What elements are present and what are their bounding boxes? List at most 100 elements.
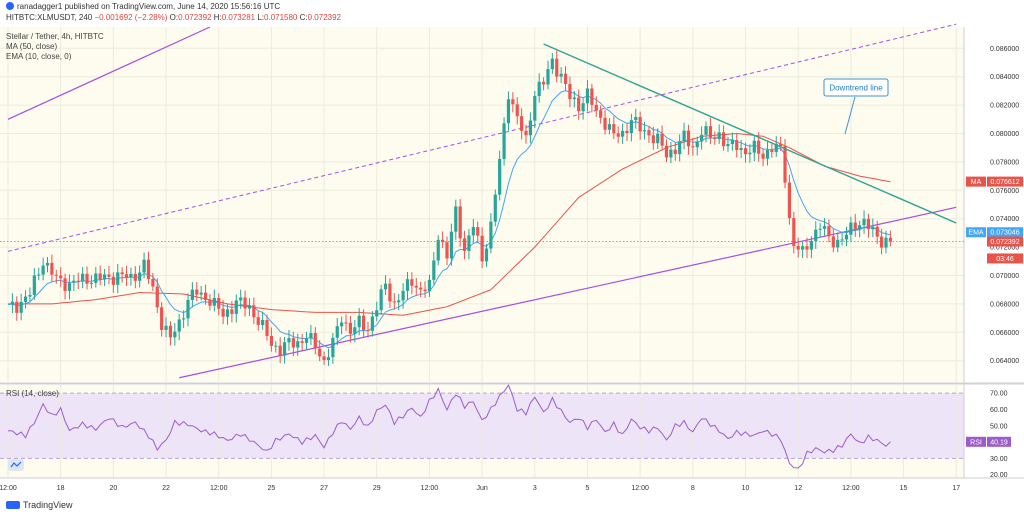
candle-body <box>124 274 129 278</box>
time-axis-label: 18 <box>57 485 65 492</box>
candle-body <box>743 148 748 155</box>
candle-body <box>700 134 704 142</box>
candle-body <box>379 289 383 311</box>
candle-body <box>261 319 265 326</box>
close-label: C: <box>299 13 308 22</box>
candle-body <box>195 289 199 295</box>
candle-body <box>427 279 432 292</box>
candle-body <box>63 278 67 291</box>
price-axis-label: 0.078000 <box>990 159 1019 166</box>
price-axis-label: 0.064000 <box>990 358 1019 365</box>
candle-body <box>168 325 173 338</box>
annotation-box <box>823 78 889 97</box>
candle-body <box>102 274 107 280</box>
candle-body <box>41 265 45 275</box>
price-tag-ema-label: EMA <box>968 230 984 237</box>
time-axis-label: 8 <box>691 485 695 492</box>
price-axis-label: 0.072000 <box>990 245 1019 252</box>
candle-body <box>287 338 291 343</box>
candle-body <box>45 262 50 266</box>
price-tag-ma-badge <box>966 176 986 187</box>
price-tag-ema-value: 0.073046 <box>990 230 1019 237</box>
candle-body <box>304 338 309 343</box>
candle-body <box>792 218 796 246</box>
rsi-tag-value: 40.19 <box>990 439 1008 446</box>
candle-body <box>19 301 23 313</box>
candle-body <box>59 275 63 279</box>
candle-body <box>361 315 366 331</box>
candle-body <box>15 301 19 313</box>
time-axis-label: 3 <box>533 485 537 492</box>
price-axis-label: 0.086000 <box>990 46 1019 53</box>
candle-body <box>291 338 295 348</box>
candle-body <box>129 273 133 278</box>
channel-lower-line <box>179 206 957 379</box>
candle-body <box>550 58 554 70</box>
candle-body <box>761 153 765 159</box>
tradingview-footer[interactable]: TradingView <box>6 500 73 510</box>
candle-body <box>326 357 331 361</box>
candle-body <box>678 141 682 155</box>
candle-body <box>721 132 726 147</box>
candle-body <box>217 297 221 309</box>
candle-body <box>612 124 616 134</box>
time-axis-label: 27 <box>320 485 328 492</box>
candle-body <box>669 149 673 158</box>
candle-body <box>133 273 137 281</box>
price-axis-label: 0.070000 <box>990 273 1019 280</box>
price-tag-timer <box>987 253 1023 264</box>
candle-body <box>476 227 480 236</box>
candle-body <box>484 248 489 262</box>
candle-body <box>340 322 344 327</box>
rsi-axis-label: 70.00 <box>990 391 1008 398</box>
candle-body <box>441 239 445 243</box>
candle-body <box>577 97 581 112</box>
rsi-axis-label: 20.00 <box>990 472 1008 479</box>
footer-brand: TradingView <box>23 500 73 510</box>
candle-body <box>383 283 388 290</box>
candle-body <box>164 325 168 330</box>
candle-body <box>370 316 374 331</box>
candle-body <box>779 143 783 147</box>
candle-body <box>177 319 181 332</box>
candle-body <box>313 333 317 349</box>
candle-body <box>186 300 190 319</box>
candle-body <box>234 300 238 314</box>
indicator-toggle-icon[interactable] <box>8 459 24 471</box>
candle-body <box>704 126 708 135</box>
high-label: H: <box>213 13 222 22</box>
candle-body <box>884 237 888 248</box>
candle-body <box>634 116 638 121</box>
candle-body <box>862 218 866 226</box>
price-axis-label: 0.074000 <box>990 216 1019 223</box>
candle-body <box>770 149 774 153</box>
candle-body <box>506 99 511 124</box>
candle-body <box>735 140 739 151</box>
candle-body <box>607 124 612 130</box>
publisher-line: ranadagger1 published on TradingView.com… <box>6 2 280 11</box>
candle-body <box>436 239 440 261</box>
candle-body <box>568 83 572 100</box>
candle-body <box>335 326 339 338</box>
rsi-tag <box>987 436 1011 447</box>
candle-body <box>50 262 54 275</box>
candle-body <box>774 143 778 153</box>
time-axis-label: 5 <box>586 485 590 492</box>
legend-ema: EMA (10, close, 0) <box>6 52 72 61</box>
candle-body <box>572 97 576 100</box>
candle-body <box>844 234 849 240</box>
candle-body <box>432 260 436 280</box>
price-tag-ma-value: 0.076612 <box>990 179 1019 186</box>
downtrend-line <box>543 43 957 224</box>
legend-ma: MA (50, close) <box>6 42 58 51</box>
candle-body <box>449 231 453 259</box>
candle-body <box>471 227 475 236</box>
candle-body <box>524 130 528 136</box>
annotation-label: Downtrend line <box>829 84 883 93</box>
symbol-line: HITBTC:XLMUSDT, 240 <box>6 13 93 22</box>
candle-body <box>726 144 730 147</box>
candle-body <box>85 273 89 284</box>
candle-body <box>858 225 862 229</box>
candle-body <box>225 309 230 317</box>
